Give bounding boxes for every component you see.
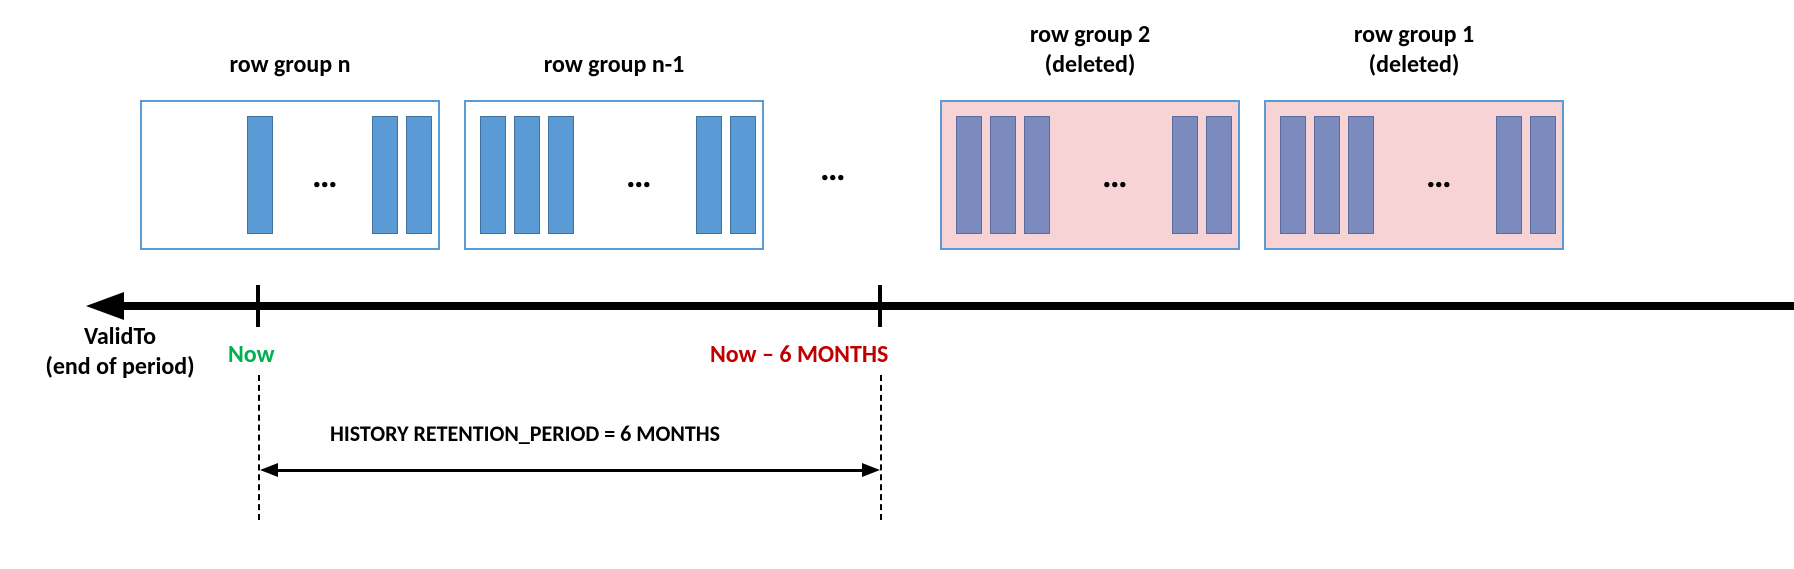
- row-group-2-title: row group 2 (deleted): [960, 20, 1220, 80]
- valid-to-label: ValidTo (end of period): [20, 322, 220, 382]
- now-tick: [256, 285, 260, 327]
- row-group-n-title: row group n: [160, 50, 420, 79]
- row-group-2-bar: [956, 116, 982, 234]
- row-group-n-1-dots: …: [626, 153, 654, 197]
- row-group-n-bar: [372, 116, 398, 234]
- cutoff-tick: [878, 285, 882, 327]
- row-group-n-1-bar: [514, 116, 540, 234]
- row-group-n-1-bar: [480, 116, 506, 234]
- retention-arrow-right-icon: [862, 463, 880, 477]
- row-group-n-dots: …: [312, 153, 340, 197]
- row-group-1-bar: [1348, 116, 1374, 234]
- row-group-1-title: row group 1 (deleted): [1284, 20, 1544, 80]
- row-group-1-bar: [1496, 116, 1522, 234]
- cutoff-dashed-line: [880, 375, 882, 520]
- timeline-axis: [120, 302, 1794, 310]
- now-label: Now: [228, 340, 275, 369]
- row-group-1-bar: [1314, 116, 1340, 234]
- row-group-n-1-bar: [730, 116, 756, 234]
- row-group-2-bar: [990, 116, 1016, 234]
- row-group-2-dots: …: [1102, 153, 1130, 197]
- row-group-1-dots: …: [1426, 153, 1454, 197]
- row-group-n-box: …: [140, 100, 440, 250]
- row-group-n-1-box: …: [464, 100, 764, 250]
- row-group-n-bar: [247, 116, 273, 234]
- row-group-1-bar: [1530, 116, 1556, 234]
- now-dashed-line: [258, 375, 260, 520]
- row-group-2-box: …: [940, 100, 1240, 250]
- row-group-1-box: …: [1264, 100, 1564, 250]
- retention-label: HISTORY RETENTION_PERIOD = 6 MONTHS: [330, 420, 850, 447]
- row-group-2-bar: [1206, 116, 1232, 234]
- row-group-n-1-title: row group n-1: [484, 50, 744, 79]
- row-group-2-bar: [1172, 116, 1198, 234]
- row-group-n-bar: [406, 116, 432, 234]
- row-group-n-1-bar: [696, 116, 722, 234]
- retention-span-line: [276, 469, 864, 472]
- axis-arrowhead-icon: [86, 292, 124, 320]
- row-group-1-bar: [1280, 116, 1306, 234]
- row-group-n-1-bar: [548, 116, 574, 234]
- cutoff-label: Now – 6 MONTHS: [710, 340, 1050, 369]
- row-group-2-bar: [1024, 116, 1050, 234]
- inter-group-dots: …: [820, 146, 848, 190]
